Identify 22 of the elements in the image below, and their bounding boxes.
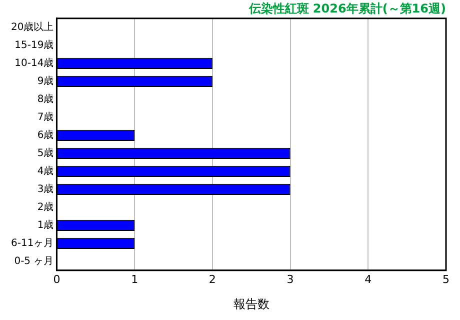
y-tick-label: 4歳 — [37, 164, 54, 177]
y-tick-label: 8歳 — [37, 92, 54, 105]
x-tick-label: 5 — [442, 272, 450, 286]
x-tick-label: 3 — [286, 272, 294, 286]
y-tick-label: 6-11ヶ月 — [11, 238, 54, 249]
x-tick-label: 1 — [131, 272, 138, 286]
x-tick-label: 0 — [53, 272, 60, 286]
y-tick-label: 6歳 — [37, 128, 54, 141]
x-tick-label: 2 — [208, 272, 216, 286]
y-tick-label: 0-5 ヶ月 — [14, 256, 54, 267]
y-tick-label: 20歳以上 — [10, 20, 54, 33]
x-axis-title: 報告数 — [233, 296, 270, 311]
y-tick-label: 1歳 — [37, 218, 54, 231]
chart-title: 伝染性紅斑 2026年累計(～第16週) — [248, 1, 446, 16]
y-tick-label: 3歳 — [37, 182, 54, 195]
y-tick-label: 10-14歳 — [14, 56, 54, 69]
y-tick-label: 15-19歳 — [14, 38, 54, 51]
y-tick-label: 5歳 — [37, 146, 54, 159]
y-tick-label: 2歳 — [37, 200, 54, 213]
x-tick-label: 4 — [364, 272, 372, 286]
y-tick-label: 7歳 — [37, 110, 54, 123]
y-tick-label: 9歳 — [37, 74, 54, 87]
